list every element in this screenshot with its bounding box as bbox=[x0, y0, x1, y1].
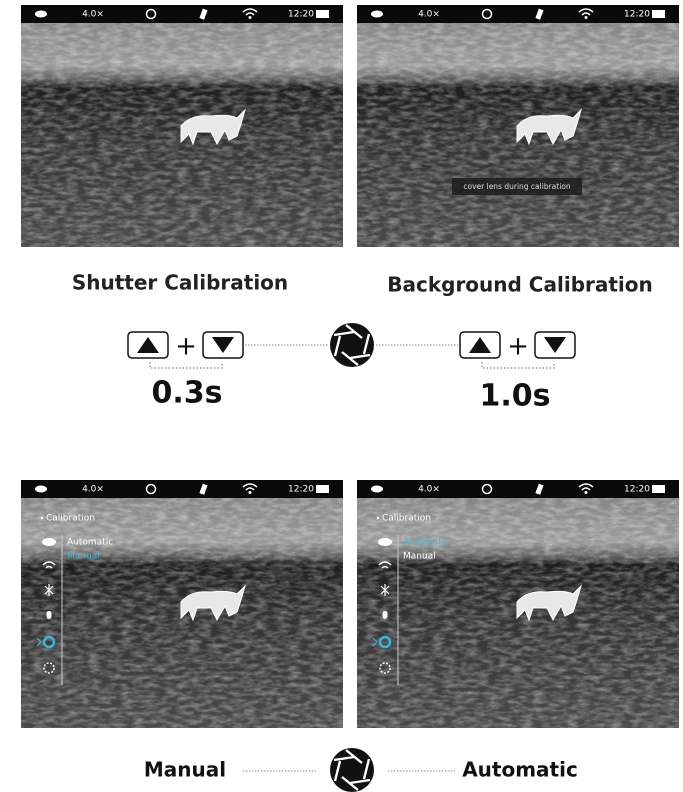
plus: + bbox=[507, 332, 529, 362]
status-bar bbox=[21, 5, 343, 23]
clock: 12:20 bbox=[624, 485, 650, 495]
menu-icon bbox=[42, 538, 56, 546]
zoom: 4.0× bbox=[82, 485, 104, 495]
wifi-dot bbox=[248, 491, 252, 494]
duration: 0.3s bbox=[151, 376, 222, 411]
wifi-icon bbox=[242, 483, 258, 491]
menu-pointer bbox=[36, 637, 42, 647]
message: cover lens during calibration bbox=[463, 182, 570, 191]
wifi-dot bbox=[248, 16, 252, 19]
menu-icon bbox=[43, 662, 55, 674]
mode-label: Automatic bbox=[462, 758, 578, 782]
animal bbox=[180, 584, 247, 622]
menu-icon bbox=[378, 538, 392, 546]
menu-icon bbox=[42, 635, 56, 649]
plus: + bbox=[175, 332, 197, 362]
menu-icon bbox=[382, 611, 388, 619]
menu-option: Manual bbox=[67, 552, 100, 562]
menu-icon bbox=[378, 635, 392, 649]
status-icon bbox=[535, 483, 544, 495]
menu-title: Calibration bbox=[46, 514, 95, 524]
clock: 12:20 bbox=[288, 10, 314, 20]
screenshot: 4.0× 12:20 Calibration Automatic Manual bbox=[21, 480, 343, 728]
status-bar bbox=[21, 480, 343, 498]
wifi-dot bbox=[584, 16, 588, 19]
button-combo: + 1.0s bbox=[459, 331, 576, 414]
bullet bbox=[40, 516, 44, 520]
status-bar bbox=[357, 480, 679, 498]
animal bbox=[180, 108, 247, 146]
bullet bbox=[376, 516, 380, 520]
message-box bbox=[452, 178, 582, 195]
menu-option: Automatic bbox=[67, 538, 113, 548]
caption: Shutter Calibration bbox=[72, 271, 288, 295]
status-icon bbox=[199, 8, 208, 20]
status-icon bbox=[535, 8, 544, 20]
menu-title: Calibration bbox=[382, 514, 431, 524]
menu-icon bbox=[379, 662, 391, 674]
button-combo: + 0.3s bbox=[127, 331, 244, 411]
status-icon bbox=[481, 8, 493, 20]
eye-icon bbox=[371, 10, 383, 18]
wifi-icon bbox=[578, 483, 594, 491]
mode-label: Manual bbox=[144, 758, 226, 782]
menu-option: Automatic bbox=[403, 538, 449, 548]
clock: 12:20 bbox=[624, 10, 650, 20]
status-bar bbox=[357, 5, 679, 23]
wifi-dot bbox=[584, 491, 588, 494]
wifi-icon bbox=[242, 8, 258, 16]
zoom: 4.0× bbox=[418, 485, 440, 495]
battery bbox=[652, 10, 665, 18]
eye-icon bbox=[35, 485, 47, 493]
status-icon bbox=[199, 483, 208, 495]
duration: 1.0s bbox=[479, 379, 550, 414]
caption: Background Calibration bbox=[387, 273, 653, 297]
battery bbox=[316, 10, 329, 18]
status-icon bbox=[145, 483, 157, 495]
zoom: 4.0× bbox=[82, 10, 104, 20]
menu-icon bbox=[42, 561, 56, 569]
animal bbox=[516, 108, 583, 146]
shutter-icon bbox=[328, 321, 376, 369]
eye-icon bbox=[371, 485, 383, 493]
screenshot: 4.0× 12:20 cover lens during calibration bbox=[357, 5, 679, 247]
shutter-icon bbox=[328, 746, 376, 792]
animal bbox=[516, 584, 583, 622]
menu-pointer bbox=[372, 637, 378, 647]
status-icon bbox=[145, 8, 157, 20]
menu-icon bbox=[378, 561, 392, 569]
battery bbox=[652, 485, 665, 493]
clock: 12:20 bbox=[288, 485, 314, 495]
menu-icon bbox=[46, 611, 52, 619]
wifi-icon bbox=[578, 8, 594, 16]
menu-option: Manual bbox=[403, 552, 436, 562]
eye-icon bbox=[35, 10, 47, 18]
screenshot: 4.0× 12:20 bbox=[21, 5, 343, 247]
zoom: 4.0× bbox=[418, 10, 440, 20]
menu-icon bbox=[380, 584, 390, 596]
menu-icon bbox=[44, 584, 54, 596]
status-icon bbox=[481, 483, 493, 495]
battery bbox=[316, 485, 329, 493]
screenshot: 4.0× 12:20 Calibration Automatic Manual bbox=[357, 480, 679, 728]
